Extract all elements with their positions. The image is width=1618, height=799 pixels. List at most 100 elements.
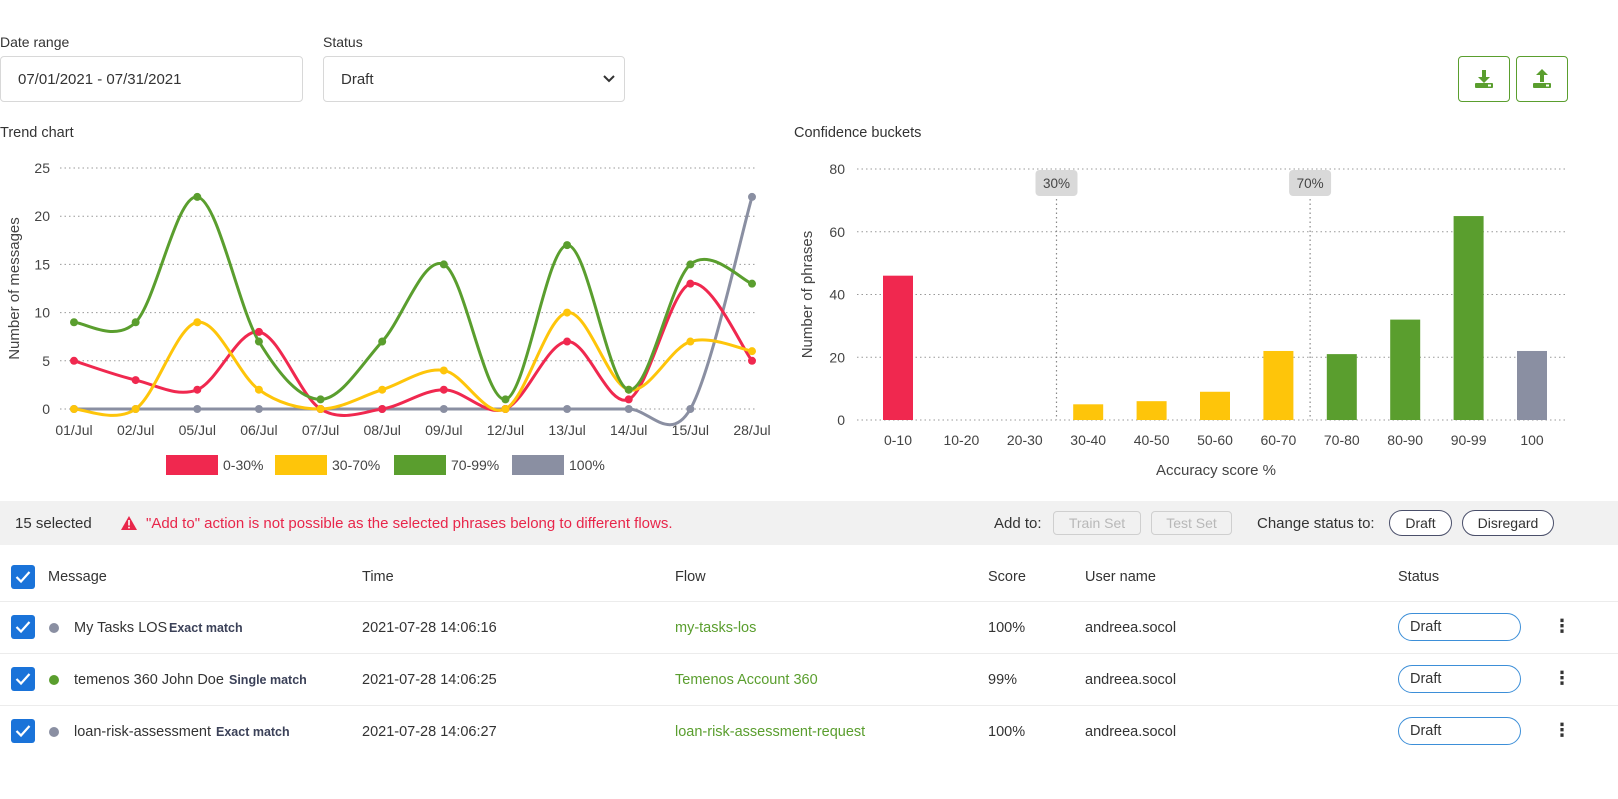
bar-100 (1517, 350, 1547, 420)
checkmark-icon (15, 621, 31, 634)
row-checkbox[interactable] (11, 615, 35, 639)
status-filter-label: Status (323, 34, 363, 50)
x-tick-label: 60-70 (1260, 432, 1296, 448)
train-set-button[interactable]: Train Set (1053, 511, 1141, 535)
bar-80-90 (1390, 319, 1421, 420)
flow-link[interactable]: loan-risk-assessment-request (675, 724, 866, 740)
data-point (316, 405, 325, 413)
x-tick-label: 08/Jul (364, 422, 401, 438)
data-point (686, 260, 695, 269)
data-point (131, 405, 140, 413)
x-tick-label: 05/Jul (179, 422, 216, 438)
row-status-select[interactable]: Draft (1398, 717, 1521, 745)
threshold-label: 30% (1043, 176, 1070, 191)
upload-button[interactable] (1516, 56, 1568, 102)
x-tick-label: 90-99 (1451, 432, 1487, 448)
data-point (439, 260, 448, 269)
data-point (686, 337, 695, 346)
status-filter-select[interactable]: Draft (323, 56, 625, 102)
data-point (563, 308, 572, 317)
column-header-status[interactable]: Status (1398, 569, 1440, 585)
status-disregard-button[interactable]: Disregard (1462, 510, 1554, 536)
x-tick-label: 07/Jul (302, 422, 339, 438)
score-cell: 100% (988, 620, 1026, 636)
series-line-0-30% (73, 282, 754, 417)
x-tick-label: 30-40 (1070, 432, 1106, 448)
data-point (254, 327, 263, 336)
column-header-time[interactable]: Time (362, 569, 394, 585)
warning-icon (121, 516, 137, 530)
flow-link[interactable]: my-tasks-los (675, 620, 757, 636)
more-options-icon[interactable]: ⋮ (1553, 668, 1571, 688)
data-point (193, 318, 202, 327)
x-tick-label: 0-10 (884, 432, 912, 448)
divider (0, 601, 1618, 602)
data-point (563, 337, 572, 346)
checkmark-icon (15, 571, 31, 584)
message-text: temenos 360 John Doe (74, 672, 224, 688)
test-set-button[interactable]: Test Set (1151, 511, 1232, 535)
row-status-select[interactable]: Draft (1398, 665, 1521, 693)
time-cell: 2021-07-28 14:06:27 (362, 724, 497, 740)
data-point (131, 376, 140, 385)
data-point (624, 395, 633, 404)
data-point (254, 385, 263, 394)
data-point (686, 279, 695, 288)
change-status-label: Change status to: (1257, 514, 1375, 532)
data-point (439, 385, 448, 394)
message-text: loan-risk-assessment (74, 724, 211, 740)
trend-chart-title: Trend chart (0, 125, 74, 141)
select-all-checkbox[interactable] (11, 565, 35, 589)
data-point (748, 279, 756, 288)
threshold-label: 70% (1297, 176, 1324, 191)
more-options-icon[interactable]: ⋮ (1553, 720, 1571, 740)
x-tick-label: 14/Jul (610, 422, 647, 438)
column-header-user-name[interactable]: User name (1085, 569, 1156, 585)
data-point (748, 356, 756, 365)
y-tick-label: 60 (829, 224, 845, 240)
more-options-icon[interactable]: ⋮ (1553, 616, 1571, 636)
download-button[interactable] (1458, 56, 1510, 102)
x-tick-label: 28/Jul (733, 422, 770, 438)
data-point (624, 405, 633, 413)
legend-swatch (512, 455, 564, 475)
column-header-message[interactable]: Message (48, 569, 107, 585)
user-name-cell: andreea.socol (1085, 620, 1177, 636)
x-tick-label: 70-80 (1324, 432, 1360, 448)
data-point (748, 192, 756, 201)
column-header-score[interactable]: Score (988, 569, 1026, 585)
time-cell: 2021-07-28 14:06:25 (362, 672, 497, 688)
confidence-dot (49, 623, 59, 633)
x-tick-label: 01/Jul (55, 422, 92, 438)
bar-40-50 (1136, 401, 1167, 420)
date-range-input[interactable]: 07/01/2021 - 07/31/2021 (0, 56, 303, 102)
checkmark-icon (15, 725, 31, 738)
legend-label: 70-99% (451, 457, 499, 473)
download-icon (1475, 70, 1493, 88)
x-tick-label: 06/Jul (240, 422, 277, 438)
row-checkbox[interactable] (11, 667, 35, 691)
row-status-select[interactable]: Draft (1398, 613, 1521, 641)
x-tick-label: 13/Jul (548, 422, 585, 438)
match-badge: Exact match (216, 725, 290, 739)
date-range-label: Date range (0, 34, 70, 50)
legend-swatch (166, 455, 218, 475)
checkmark-icon (15, 673, 31, 686)
flow-link[interactable]: Temenos Account 360 (675, 672, 818, 688)
data-point (70, 356, 78, 365)
match-badge: Exact match (169, 621, 243, 635)
column-header-flow[interactable]: Flow (675, 569, 706, 585)
message-text: My Tasks LOS (74, 620, 168, 636)
status-draft-button[interactable]: Draft (1389, 510, 1452, 536)
row-status-value: Draft (1410, 619, 1442, 635)
row-status-value: Draft (1410, 723, 1442, 739)
data-point (378, 337, 387, 346)
selection-warning-text: "Add to" action is not possible as the s… (146, 514, 673, 532)
data-point (563, 405, 572, 413)
legend-label: 30-70% (332, 457, 380, 473)
time-cell: 2021-07-28 14:06:16 (362, 620, 497, 636)
x-tick-label: 40-50 (1134, 432, 1170, 448)
row-checkbox[interactable] (11, 719, 35, 743)
data-point (70, 318, 78, 327)
legend-swatch (394, 455, 446, 475)
